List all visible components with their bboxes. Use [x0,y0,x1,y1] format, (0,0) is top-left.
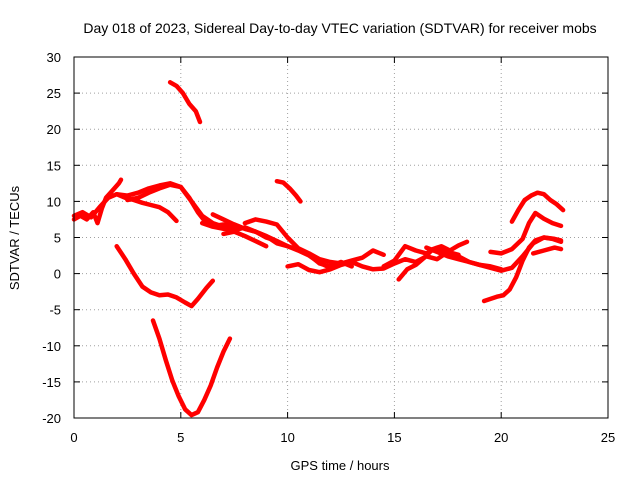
y-tick-label: -15 [42,375,61,390]
y-tick-label: -20 [42,411,61,426]
y-tick-label: 5 [54,231,61,246]
series-line-arc-12 [274,178,303,204]
y-tick-label: 0 [54,267,61,282]
x-axis-label: GPS time / hours [291,458,390,473]
series-line-arc-07 [167,80,203,125]
series-line-arc-05 [114,243,216,309]
x-tick-label: 25 [601,430,615,445]
series-line-arc-09 [199,220,354,269]
series-line-arc-11 [221,229,269,249]
x-tick-label: 15 [387,430,401,445]
series-line-arc-17 [481,235,564,304]
series-line-arc-20 [530,245,564,256]
y-axis-label: SDTVAR / TECUs [7,185,22,290]
series-line-arc-02 [71,191,179,224]
series-line-arc-19 [509,190,566,224]
series-line-arc-06 [150,318,233,418]
y-tick-label: 30 [47,50,61,65]
x-tick-label: 20 [494,430,508,445]
y-tick-label: 25 [47,86,61,101]
series-line-arc-01 [71,177,124,226]
series-line-arc-18 [488,210,564,256]
y-tick-label: 15 [47,158,61,173]
x-tick-label: 5 [177,430,184,445]
series-line-arc-10 [242,217,386,266]
series-line-arc-13 [285,249,461,275]
y-tick-label: 10 [47,194,61,209]
y-tick-label: -10 [42,339,61,354]
data-series [71,80,566,418]
y-tick-label: 20 [47,122,61,137]
y-tick-label: -5 [49,303,61,318]
x-tick-label: 0 [70,430,77,445]
x-tick-label: 10 [280,430,294,445]
chart-title: Day 018 of 2023, Sidereal Day-to-day VTE… [83,20,596,36]
axis-ticks: 0 5 10 15 20 25 -20 -15 -10 -5 0 5 10 15 20 25 30 [42,50,615,445]
